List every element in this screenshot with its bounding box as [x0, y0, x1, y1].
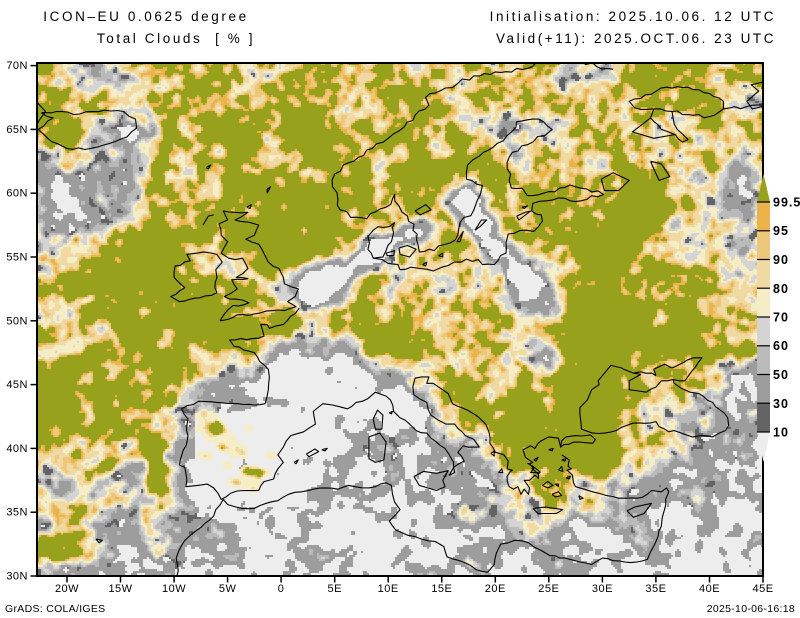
svg-text:5E: 5E [327, 583, 341, 595]
svg-text:25E: 25E [538, 583, 559, 595]
svg-text:95: 95 [773, 224, 789, 238]
svg-text:20E: 20E [485, 583, 506, 595]
svg-text:40E: 40E [699, 583, 720, 595]
svg-text:ICON–EU 0.0625 degree: ICON–EU 0.0625 degree [43, 9, 248, 24]
svg-text:45N: 45N [6, 379, 28, 391]
svg-text:5W: 5W [219, 583, 237, 595]
svg-text:30E: 30E [592, 583, 613, 595]
svg-text:60: 60 [773, 339, 789, 353]
svg-text:20W: 20W [55, 583, 79, 595]
svg-text:Valid(+11): 2025.OCT.06. 23 UT: Valid(+11): 2025.OCT.06. 23 UTC [496, 31, 776, 46]
svg-text:10E: 10E [378, 583, 399, 595]
svg-text:99.5: 99.5 [773, 196, 800, 210]
svg-text:10: 10 [773, 426, 789, 440]
svg-text:35E: 35E [645, 583, 666, 595]
svg-text:15W: 15W [108, 583, 132, 595]
svg-text:65N: 65N [6, 124, 28, 136]
svg-text:70: 70 [773, 311, 789, 325]
svg-text:GrADS: COLA/IGES: GrADS: COLA/IGES [5, 603, 106, 615]
svg-text:45E: 45E [752, 583, 773, 595]
svg-text:15E: 15E [431, 583, 452, 595]
svg-text:80: 80 [773, 282, 789, 296]
svg-text:30: 30 [773, 397, 789, 411]
svg-text:35N: 35N [6, 507, 28, 519]
svg-text:0: 0 [278, 583, 285, 595]
svg-text:30N: 30N [6, 571, 28, 583]
svg-text:Initialisation: 2025.10.06. 12: Initialisation: 2025.10.06. 12 UTC [490, 9, 776, 24]
svg-text:40N: 40N [6, 443, 28, 455]
svg-text:55N: 55N [6, 252, 28, 264]
svg-text:50: 50 [773, 368, 789, 382]
svg-text:90: 90 [773, 253, 789, 267]
svg-text:50N: 50N [6, 315, 28, 327]
svg-text:2025-10-06-16:18: 2025-10-06-16:18 [707, 603, 795, 615]
svg-text:60N: 60N [6, 188, 28, 200]
svg-text:Total Clouds [ % ]: Total Clouds [ % ] [97, 31, 255, 46]
svg-text:10W: 10W [162, 583, 186, 595]
svg-text:70N: 70N [6, 60, 28, 72]
